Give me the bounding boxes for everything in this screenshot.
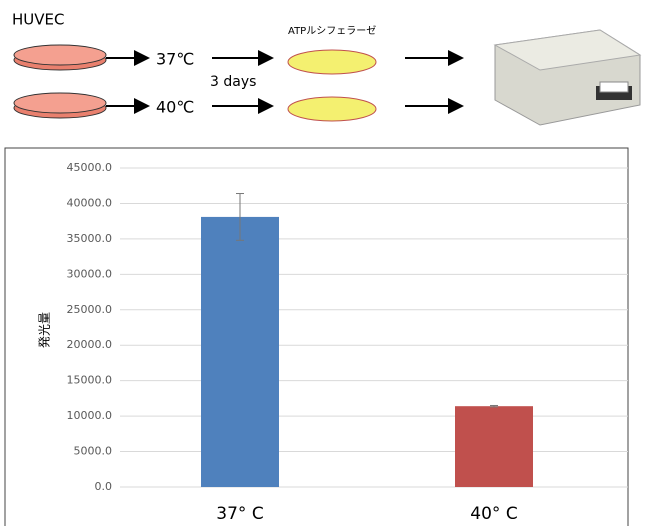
y-tick-label: 35000.0 [67,232,113,245]
y-tick-label: 45000.0 [67,161,113,174]
well [288,50,376,74]
x-tick-label: 37° C [216,504,263,524]
y-tick-label: 15000.0 [67,374,113,387]
y-tick-label: 10000.0 [67,409,113,422]
figure: HUVEC 37℃ 40℃ 3 days ATPルシフェラーゼ 発光量 0.0 5… [0,0,649,526]
dish [14,45,106,65]
y-tick-label: 5000.0 [74,445,113,458]
plate-reader [495,30,640,125]
y-tick-label: 20000.0 [67,338,113,351]
y-tick-label: 30000.0 [67,267,113,280]
x-tick-label: 40° C [470,504,517,524]
y-tick-label: 25000.0 [67,303,113,316]
reagent-label: ATPルシフェラーゼ [288,25,376,37]
duration-label: 3 days [210,74,256,90]
well [288,97,376,121]
page: HUVEC 37℃ 40℃ 3 days ATPルシフェラーゼ 発光量 0.0 5… [0,0,649,526]
temp-label: 40℃ [156,98,194,117]
y-tick-label: 0.0 [95,480,113,493]
bar [201,217,279,487]
diagram: HUVEC 37℃ 40℃ 3 days ATPルシフェラーゼ [12,11,640,126]
dish [14,93,106,113]
bar [455,406,533,487]
y-tick-label: 40000.0 [67,196,113,209]
y-axis-title: 発光量 [38,312,52,348]
cell-label: HUVEC [12,11,64,29]
temp-label: 37℃ [156,50,194,69]
